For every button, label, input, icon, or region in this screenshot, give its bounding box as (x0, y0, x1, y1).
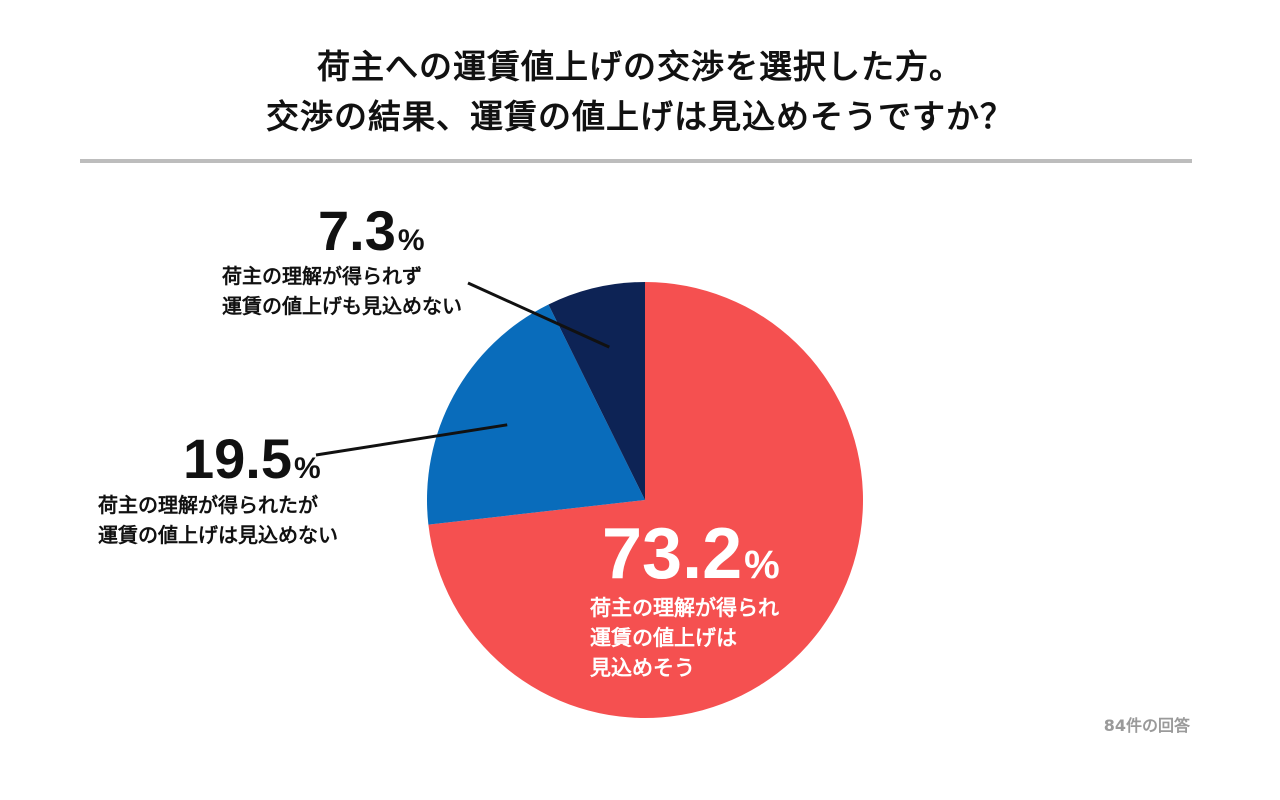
slice-3-label-line-1: 荷主の理解が得られず (222, 264, 422, 288)
slice-3-label-line-2: 運賃の値上げも見込めない (222, 294, 462, 318)
response-count-note: 84件の回答 (1103, 716, 1190, 735)
slice-2-value-label: 19.5% (183, 427, 321, 490)
slice-2-unit: % (294, 452, 321, 485)
slice-3-value: 7.3 (318, 199, 396, 262)
title-divider (80, 159, 1192, 163)
slice-1-label-line-1: 荷主の理解が得られ (590, 596, 779, 620)
slice-2-value: 19.5 (183, 427, 292, 490)
slice-1-value-label: 73.2% (602, 514, 780, 594)
slice-2-category-label: 荷主の理解が得られたが 運賃の値上げは見込めない (98, 493, 338, 547)
pie-slice-3 (548, 282, 645, 500)
svg-text:7.3%: 7.3% (318, 199, 425, 262)
slice-3-value-label: 7.3% (318, 199, 425, 262)
pie-slice-1 (428, 282, 863, 718)
chart-title-line-2: 交渉の結果、運賃の値上げは見込めそうですか？ (266, 97, 1014, 136)
slice-1-value: 73.2 (602, 514, 742, 594)
leader-line-slice-2 (315, 423, 508, 457)
slice-1-category-label: 荷主の理解が得られ 運賃の値上げは 見込めそう (590, 596, 779, 680)
pie-slice-2 (427, 304, 645, 525)
slice-1-label-line-3: 見込めそう (590, 656, 695, 680)
slice-2-label-line-2: 運賃の値上げは見込めない (98, 523, 338, 547)
leader-line-slice-3 (467, 281, 610, 349)
slice-3-category-label: 荷主の理解が得られず 運賃の値上げも見込めない (222, 264, 462, 318)
chart-title: 荷主への運賃値上げの交渉を選択した方。 交渉の結果、運賃の値上げは見込めそうです… (0, 42, 1280, 142)
slice-3-unit: % (398, 224, 425, 257)
chart-title-line-1: 荷主への運賃値上げの交渉を選択した方。 (317, 47, 963, 86)
slice-1-unit: % (744, 543, 780, 587)
svg-text:73.2%: 73.2% (602, 514, 780, 594)
slice-1-label-line-2: 運賃の値上げは (590, 626, 737, 650)
svg-text:19.5%: 19.5% (183, 427, 321, 490)
slice-2-label-line-1: 荷主の理解が得られたが (98, 493, 318, 517)
